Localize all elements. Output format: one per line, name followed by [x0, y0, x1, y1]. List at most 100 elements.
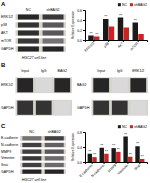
tick-label: Snai: [133, 163, 141, 171]
row-label: mTOR: [1, 39, 12, 43]
lane-background: [20, 136, 66, 141]
y-tick: 0.2: [77, 29, 85, 33]
tick-label: AKT: [117, 41, 125, 49]
blot-band: [112, 78, 128, 92]
blot-caption: HGC27 cell line: [22, 178, 46, 182]
blot-band: [45, 136, 64, 140]
blot-lanes: [20, 136, 66, 174]
blot-band: [17, 78, 33, 92]
bar: [100, 148, 104, 162]
tick-label: 0.0: [77, 161, 82, 165]
bar: [88, 154, 92, 162]
legend-item: shBAG2: [130, 3, 147, 7]
blot-band: [43, 30, 64, 35]
y-axis: 0.00.40.8: [77, 131, 85, 165]
tick-mark: [83, 147, 85, 148]
x-axis: ERK1/2 p38 AKT mTOR: [84, 40, 148, 53]
plot: 0.0 0.2 0.4 0.6 ERK1/2 p38 AKT mTOR **********: [77, 9, 147, 53]
bar: [104, 154, 108, 162]
x-tick: ERK1/2: [84, 40, 95, 53]
annotations: **********: [89, 13, 137, 37]
legend-swatch: [130, 125, 133, 128]
lane-background: [15, 38, 66, 44]
panel: BAG2GAPDHInputIgGERK1/2: [77, 69, 148, 116]
row-label: GAPDH: [1, 106, 14, 110]
y-tick: 0.8: [77, 131, 85, 135]
tick-label: ERK1/2: [84, 41, 95, 52]
row-label: GAPDH: [77, 106, 90, 110]
panel: 0.00.20.40.6ERK1/2p38AKTmTOR**********Re…: [71, 3, 148, 53]
annotation: **: [100, 143, 104, 148]
blot-band: [130, 78, 146, 92]
row-label: Snai: [1, 163, 8, 167]
tick-mark: [108, 40, 109, 42]
tick-mark: [123, 40, 124, 42]
panel: 0.00.40.8E-cadherinN-cadherinMMP9Vimenti…: [71, 125, 148, 178]
lane-background: [91, 100, 148, 116]
legend-label: NC: [122, 3, 128, 7]
tick-mark: [93, 40, 94, 42]
y-axis-title: Relative Expression: [71, 133, 75, 161]
tick-label: 0.6: [77, 9, 82, 13]
tick-mark: [83, 30, 85, 31]
blot-band: [93, 78, 109, 92]
x-tick: mTOR: [129, 40, 139, 51]
blot-band: [45, 163, 64, 167]
tick-mark: [83, 10, 85, 11]
column-header: IgG: [41, 69, 47, 73]
figure-svg: AERK1/2p38AKTmTORGAPDHNCshBAG2HGC27 cell…: [0, 0, 150, 183]
annotation: **: [93, 152, 97, 157]
x-tick: N-cadherin: [90, 162, 105, 178]
column-header: ERK1/2: [132, 69, 144, 73]
blot-lanes: [15, 77, 72, 115]
lane-background: [15, 77, 72, 93]
row-labels: ERK1/2GAPDH: [1, 83, 14, 110]
column-header: NC: [26, 8, 32, 12]
panel-label: A: [1, 1, 6, 7]
y-tick: 0.4: [77, 19, 85, 23]
bar: [94, 37, 99, 41]
y-tick: 0.0: [77, 39, 85, 43]
tick-label: 0.0: [77, 39, 82, 43]
axis-line: [83, 133, 86, 163]
bar: [92, 157, 96, 162]
blot-band: [45, 143, 64, 147]
x-tick: p38: [103, 40, 110, 48]
panel-label: B: [1, 62, 6, 68]
x-tick: Vimentin: [117, 162, 129, 176]
bar: [118, 18, 123, 41]
column-header: Input: [21, 69, 29, 73]
blot-band: [18, 46, 39, 51]
tick-label: Vimentin: [117, 163, 129, 175]
bar: [109, 27, 114, 41]
bar: [88, 36, 93, 41]
row-label: AKT: [1, 31, 9, 35]
blot-band: [45, 150, 64, 154]
bars: [88, 137, 145, 163]
annotation: **: [129, 152, 133, 157]
annotation: **: [88, 149, 92, 154]
annotation: **: [124, 132, 128, 137]
column-header: Input: [97, 69, 105, 73]
annotation: **: [105, 149, 109, 154]
blot-band: [43, 38, 64, 43]
blot-band: [18, 14, 39, 19]
tick-mark: [83, 162, 85, 163]
bar: [123, 137, 127, 163]
column-header: shBAG2: [48, 130, 61, 134]
x-axis: E-cadherinN-cadherinMMP9VimentinSnai: [79, 162, 148, 178]
blot-band: [18, 38, 39, 43]
row-label: N-cadherin: [1, 143, 18, 147]
lane-background: [20, 169, 66, 174]
blot-band: [45, 170, 64, 174]
tick-mark: [138, 40, 139, 42]
panel-label: C: [1, 123, 6, 129]
row-label: ERK1/2: [1, 15, 13, 19]
blot-band: [36, 101, 52, 115]
blot-band: [130, 101, 146, 115]
legend: NCshBAG2: [118, 125, 147, 129]
annotation: **: [104, 14, 108, 19]
blot-band: [22, 150, 41, 154]
row-label: E-cadherin: [1, 136, 18, 140]
tick-mark: [127, 162, 128, 164]
